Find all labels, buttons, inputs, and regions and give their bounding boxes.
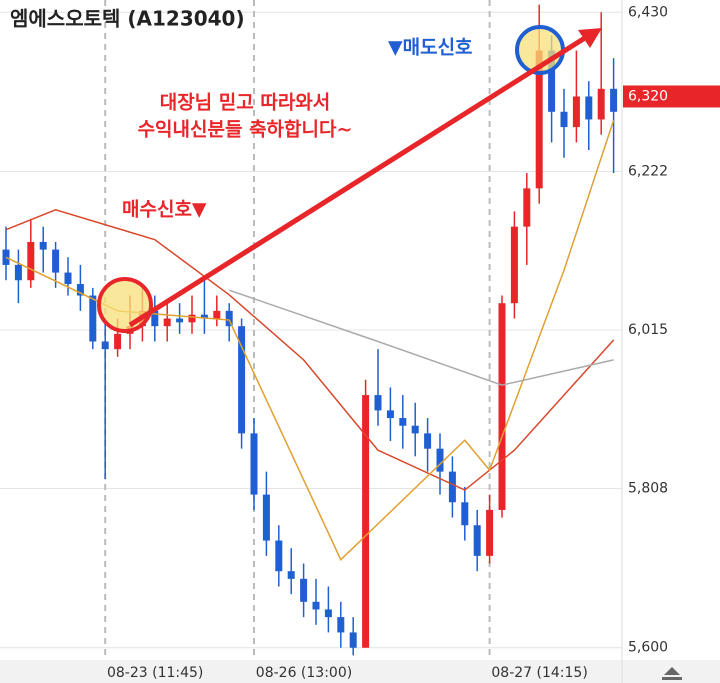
candle-body: [250, 433, 258, 495]
last-price-tag: [623, 85, 720, 108]
candle-body: [560, 111, 568, 128]
candle-body: [498, 303, 506, 510]
candle-body: [448, 471, 456, 503]
candle-body: [200, 314, 208, 319]
candle-body: [300, 578, 308, 602]
candle-body: [188, 314, 196, 323]
candle-body: [597, 88, 605, 120]
buy-signal: 매수신호▼: [122, 199, 207, 221]
candle-body: [324, 609, 332, 618]
candle-body: [572, 96, 580, 128]
candle-body: [523, 188, 531, 227]
arrow-line: [128, 33, 590, 328]
x-axis-strip: [0, 660, 720, 683]
candle-body: [114, 333, 122, 350]
candle-body: [238, 326, 246, 434]
x-tick-label: 08-27 (14:15): [491, 665, 587, 681]
candle-body: [399, 418, 407, 426]
candle-body: [275, 540, 283, 572]
candle-body: [585, 96, 593, 120]
y-tick-label: 6,015: [628, 322, 668, 338]
candle-body: [39, 241, 47, 250]
plot-area: [0, 0, 622, 660]
candle-body: [176, 318, 184, 323]
candle-body: [287, 571, 295, 579]
candle-body: [349, 632, 357, 648]
candle-body: [76, 284, 84, 296]
candle-body: [89, 295, 97, 342]
candle-body: [436, 448, 444, 472]
candle-body: [535, 50, 543, 189]
candle-body: [27, 241, 35, 281]
candle-body: [52, 249, 60, 273]
candle-body: [151, 310, 159, 327]
candle-body: [386, 410, 394, 419]
y-tick-label: 6,430: [628, 4, 668, 20]
candle-body: [64, 272, 72, 285]
candle-body: [225, 310, 233, 327]
last-price-label: 6,320: [628, 88, 668, 104]
candle-body: [14, 264, 22, 281]
candle-body: [362, 395, 370, 648]
candle-body: [213, 310, 221, 319]
candle-body: [374, 395, 382, 411]
candle-body: [473, 525, 481, 556]
message-line: 대장님 믿고 따라와서: [160, 92, 331, 114]
candle-body: [610, 88, 618, 112]
arrow-head: [578, 28, 602, 48]
message-line: 수익내신분들 축하합니다~: [138, 119, 353, 141]
scroll-icon-bar[interactable]: [662, 677, 682, 680]
chart-title: 엠에스오토텍 (A123040): [10, 7, 245, 31]
candle-body: [411, 425, 419, 434]
x-tick-label: 08-23 (11:45): [107, 665, 203, 681]
x-tick-label: 08-26 (13:00): [256, 665, 352, 681]
moving-average: [228, 289, 614, 386]
candle-body: [101, 341, 109, 350]
moving-average: [5, 208, 615, 491]
y-tick-label: 5,808: [628, 480, 668, 496]
candle-body: [262, 494, 270, 541]
candle-body: [337, 617, 345, 633]
candle-body: [163, 318, 171, 327]
scroll-icon[interactable]: [664, 667, 680, 675]
candle-body: [312, 601, 320, 610]
sell-signal: ▼매도신호: [388, 37, 473, 59]
candle-body: [510, 226, 518, 304]
candle-body: [461, 502, 469, 526]
y-tick-label: 5,600: [628, 640, 668, 656]
candle-body: [548, 50, 556, 112]
y-tick-label: 6,222: [628, 164, 668, 180]
candle-body: [424, 433, 432, 449]
candle-body: [486, 509, 494, 556]
buy-circle: [97, 277, 153, 333]
